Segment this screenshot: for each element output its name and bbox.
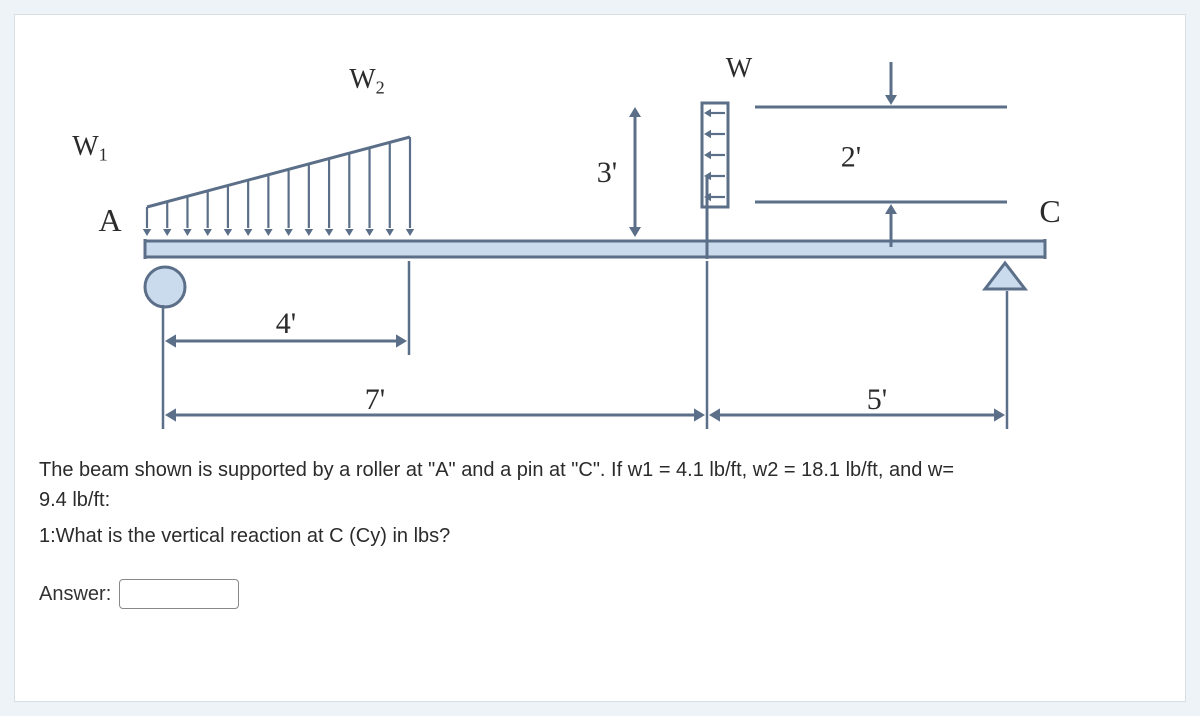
svg-text:A: A <box>98 202 121 238</box>
svg-text:C: C <box>1039 193 1060 229</box>
svg-text:W1: W1 <box>72 131 108 165</box>
diagram-svg: 3' 2' W1 W2 W A C 4' 7' 5' <box>15 15 1187 445</box>
svg-text:W: W <box>726 53 753 84</box>
svg-text:W2: W2 <box>349 64 385 98</box>
problem-question: 1:What is the vertical reaction at C (Cy… <box>39 525 450 547</box>
answer-row: Answer: <box>15 551 1185 609</box>
beam-diagram: 3' 2' W1 W2 W A C 4' 7' 5' <box>15 15 1185 445</box>
answer-label: Answer: <box>39 583 111 606</box>
svg-text:7': 7' <box>365 383 385 416</box>
svg-text:5': 5' <box>867 383 887 416</box>
problem-card: 3' 2' W1 W2 W A C 4' 7' 5' The beam shown is supp… <box>14 14 1186 702</box>
svg-text:2': 2' <box>841 141 861 174</box>
svg-text:3': 3' <box>597 156 617 189</box>
svg-text:4': 4' <box>276 307 296 340</box>
answer-input[interactable] <box>119 579 239 609</box>
problem-statement: The beam shown is supported by a roller … <box>15 445 1185 551</box>
problem-line-1: The beam shown is supported by a roller … <box>39 459 954 481</box>
problem-line-2: 9.4 lb/ft: <box>39 489 110 511</box>
